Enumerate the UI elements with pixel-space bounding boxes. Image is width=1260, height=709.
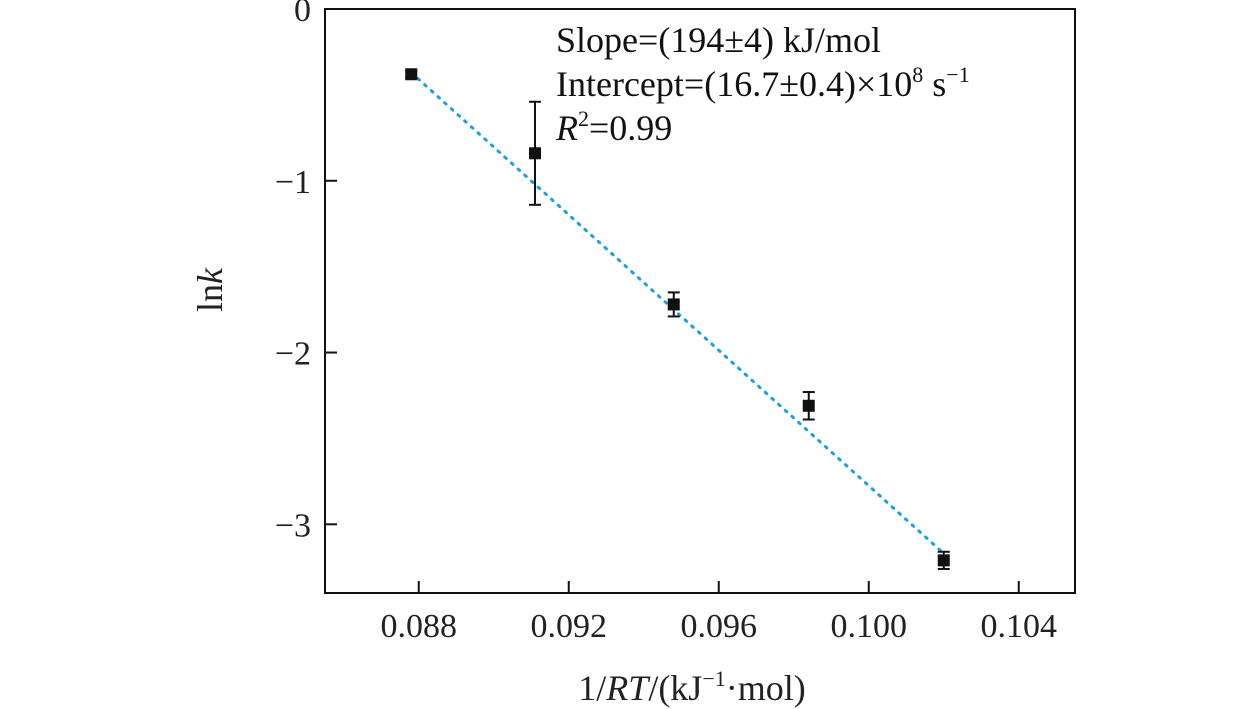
r2-sup: 2	[578, 106, 589, 131]
r2-symbol: R	[555, 108, 578, 148]
data-point	[937, 554, 950, 567]
x-tick-label: 0.100	[831, 608, 908, 645]
fit-line-group	[409, 71, 946, 555]
y-axis-label: lnk	[190, 267, 230, 312]
x-tick-label: 0.096	[681, 608, 758, 645]
x-axis-label-mid: /(kJ	[648, 668, 702, 708]
intercept-unit: s	[923, 64, 946, 104]
y-tick-label: −3	[275, 507, 311, 544]
data-point	[529, 147, 541, 160]
annotation-intercept: Intercept=(16.7±0.4)×108 s−1	[556, 62, 970, 104]
ticks	[325, 8, 1020, 593]
intercept-sup-unit: −1	[946, 62, 969, 87]
x-axis-label-sup: −1	[702, 666, 725, 691]
intercept-main: Intercept=(16.7±0.4)×10	[556, 64, 912, 104]
y-tick-label: 0	[294, 0, 311, 29]
x-tick-label: 0.104	[981, 608, 1058, 645]
y-axis-label-pre: ln	[190, 284, 230, 312]
data-point	[667, 298, 680, 311]
data-points	[405, 68, 950, 570]
y-tick-label: −2	[275, 336, 311, 373]
r2-value: =0.99	[589, 108, 672, 148]
plot-frame	[324, 8, 1076, 594]
annotation-r2: R2=0.99	[555, 106, 672, 148]
x-axis-label-pre: 1/	[578, 668, 606, 708]
tick-labels: 0.088 0.092 0.096 0.100 0.104 0 −1 −2 −3	[275, 0, 1057, 645]
intercept-sup-exp: 8	[912, 62, 923, 87]
data-point	[802, 399, 815, 412]
x-axis-label-post: ·mol)	[726, 668, 806, 708]
x-axis-label: 1/RT/(kJ−1·mol)	[578, 666, 805, 708]
x-tick-label: 0.088	[381, 608, 458, 645]
y-axis-label-italic: k	[190, 267, 230, 284]
y-tick-label: −1	[275, 164, 311, 201]
x-tick-label: 0.092	[531, 608, 608, 645]
annotation-slope: Slope=(194±4) kJ/mol	[556, 20, 881, 60]
x-axis-label-italic: RT	[605, 668, 651, 708]
fit-line	[409, 71, 946, 555]
data-point	[405, 68, 418, 81]
